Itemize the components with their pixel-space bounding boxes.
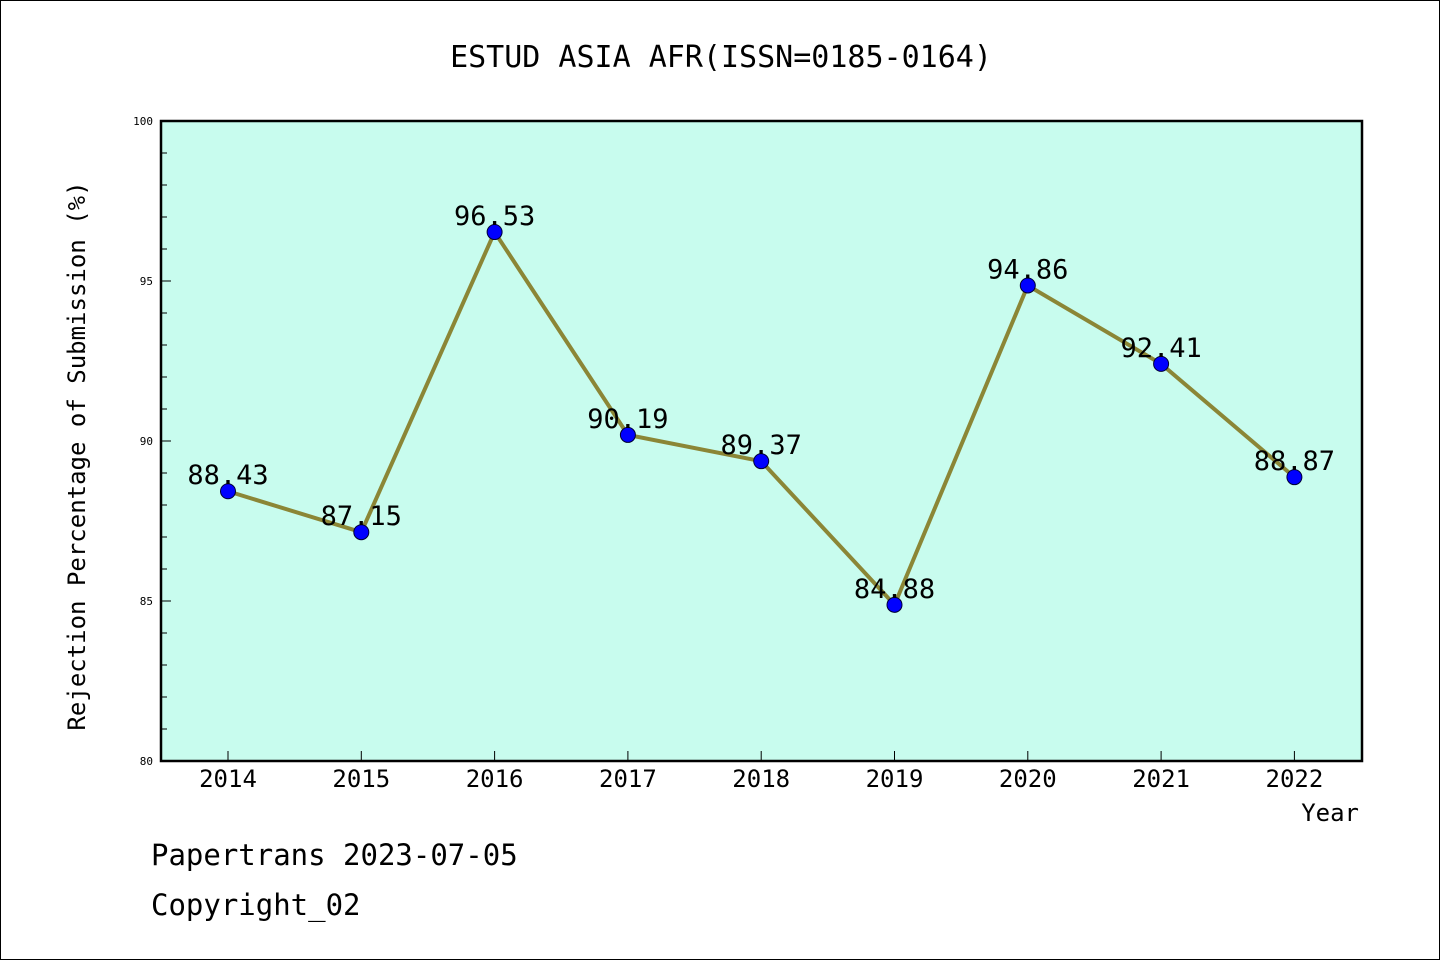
x-tick-label: 2021 bbox=[1132, 765, 1190, 793]
data-point bbox=[1153, 355, 1170, 372]
data-label: 94.86 bbox=[987, 254, 1068, 285]
data-label: 90.19 bbox=[587, 404, 668, 435]
data-label: 84.88 bbox=[854, 574, 935, 605]
y-tick-label: 95 bbox=[140, 275, 153, 288]
x-tick-label: 2022 bbox=[1266, 765, 1324, 793]
y-tick-label: 100 bbox=[133, 115, 153, 128]
plot-area bbox=[161, 121, 1362, 761]
data-point bbox=[1019, 277, 1036, 294]
x-tick-label: 2017 bbox=[599, 765, 657, 793]
footer-date: Papertrans 2023-07-05 bbox=[151, 838, 518, 872]
data-point bbox=[1286, 469, 1303, 486]
data-label: 96.53 bbox=[454, 201, 535, 232]
data-label: 89.37 bbox=[721, 430, 802, 461]
data-point bbox=[353, 524, 370, 541]
data-point bbox=[486, 224, 503, 241]
y-tick-label: 90 bbox=[140, 435, 153, 448]
x-tick-label: 2014 bbox=[199, 765, 257, 793]
data-point bbox=[886, 596, 903, 613]
chart-title: ESTUD ASIA AFR(ISSN=0185-0164) bbox=[450, 40, 992, 75]
x-axis: 2014 2015 2016 2017 2018 2019 2020 2021 2022 bbox=[199, 751, 1323, 793]
data-point bbox=[220, 483, 236, 500]
x-tick-label: 2018 bbox=[732, 765, 790, 793]
data-label: 88.87 bbox=[1254, 446, 1335, 477]
x-axis-title: Year bbox=[1301, 799, 1359, 827]
x-tick-label: 2016 bbox=[466, 765, 524, 793]
x-tick-label: 2020 bbox=[999, 765, 1057, 793]
x-tick-label: 2019 bbox=[866, 765, 924, 793]
data-label: 88.43 bbox=[187, 460, 268, 491]
footer-copyright: Copyright_02 bbox=[151, 888, 361, 923]
data-point bbox=[619, 426, 636, 443]
plot-border bbox=[159, 119, 1364, 763]
data-point bbox=[753, 453, 770, 470]
x-tick-label: 2015 bbox=[332, 765, 390, 793]
y-tick-label: 80 bbox=[140, 755, 153, 768]
y-axis-title: Rejection Percentage of Submission (%) bbox=[63, 181, 91, 730]
data-points bbox=[220, 224, 1303, 613]
data-label: 87.15 bbox=[321, 501, 402, 532]
y-tick-label: 85 bbox=[140, 595, 153, 608]
data-label: 92.41 bbox=[1120, 333, 1201, 364]
data-labels: 88.43 87.15 96.53 90.19 89.37 84.88 94.86 92.41… bbox=[187, 201, 1335, 605]
